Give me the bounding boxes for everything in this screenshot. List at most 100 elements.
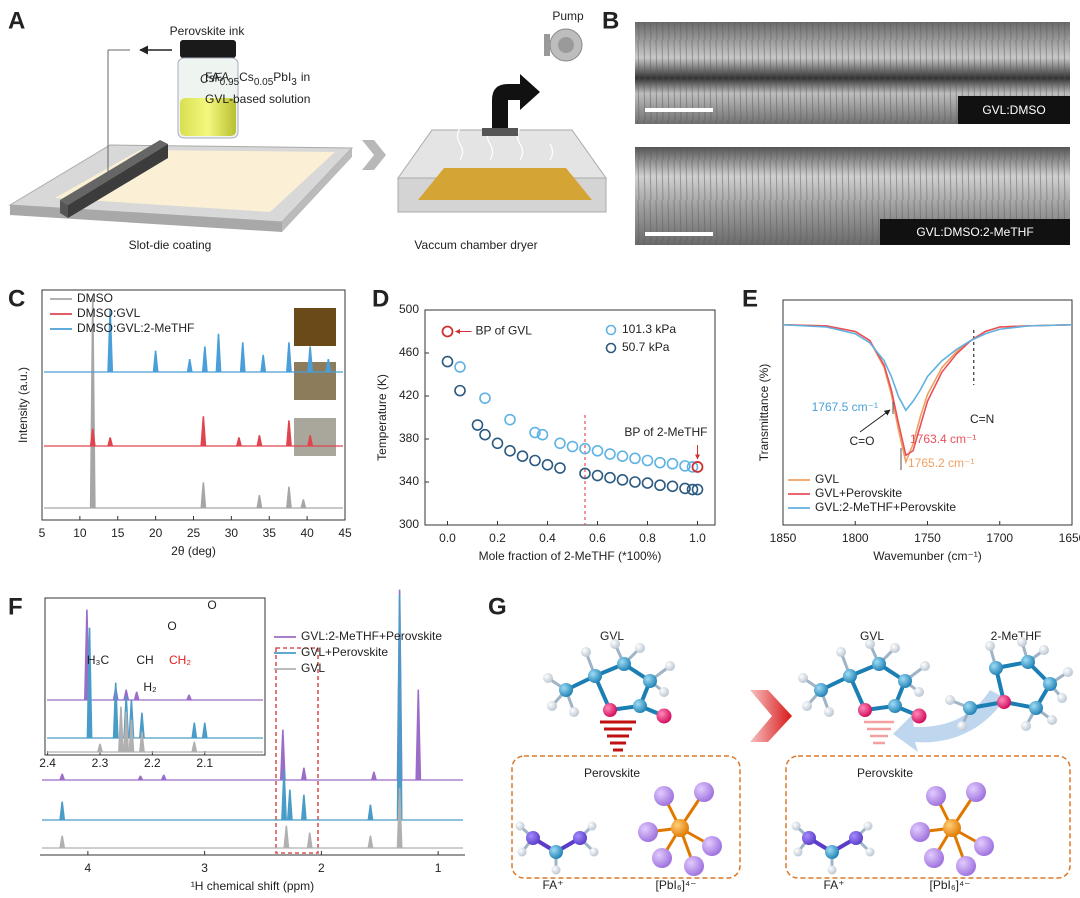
atom <box>589 847 599 857</box>
legend-label: DMSO:GVL <box>77 306 141 320</box>
atom <box>1017 637 1027 647</box>
peak <box>200 482 207 509</box>
peak <box>279 729 286 781</box>
peak <box>186 359 193 373</box>
panel-label: F <box>8 593 23 620</box>
atom <box>603 703 617 717</box>
atom <box>635 643 645 653</box>
sem-label: GVL:DMSO:2-MeTHF <box>916 225 1033 239</box>
series-line <box>782 323 1073 457</box>
legend-label: DMSO <box>77 291 113 305</box>
scale-bar <box>645 108 713 112</box>
atom <box>517 847 527 857</box>
formula-part: in <box>301 70 310 84</box>
ion-label: FA⁺ <box>542 878 563 892</box>
plot-frame <box>424 309 716 526</box>
atom <box>791 821 801 831</box>
point <box>604 471 616 484</box>
atom <box>610 639 620 649</box>
x-tick-label: 2.3 <box>92 756 109 770</box>
molecule-label: 2-MeTHF <box>991 629 1042 643</box>
scale-bar <box>645 232 713 236</box>
legend-label: GVL <box>301 661 325 675</box>
atom <box>1047 715 1057 725</box>
step-label: Vaccum chamber dryer <box>414 238 537 252</box>
peak <box>89 428 96 447</box>
peak <box>152 350 159 373</box>
atom <box>957 721 967 731</box>
pump-label: Pump <box>552 9 584 23</box>
peak <box>118 706 124 753</box>
point <box>471 419 484 431</box>
atom <box>1057 693 1067 703</box>
atom <box>652 848 672 868</box>
peak <box>300 794 307 821</box>
peak <box>160 774 167 781</box>
ink-label: Perovskite ink <box>170 24 246 38</box>
point <box>529 454 541 467</box>
point <box>629 476 641 488</box>
peak <box>281 769 287 821</box>
formula: FA0.95Cs0.05PbI3 in <box>205 70 310 87</box>
solution-label: GVL-based solution <box>205 92 310 106</box>
pump-hub <box>558 37 574 53</box>
point <box>536 428 549 441</box>
interaction-strong <box>600 720 636 752</box>
annotation: 1763.4 cm⁻¹ <box>910 432 976 446</box>
ion-label: FA⁺ <box>823 878 844 892</box>
panel-label: B <box>602 7 619 34</box>
atom <box>911 708 927 724</box>
x-tick-label: 20 <box>149 526 163 540</box>
point <box>566 440 579 453</box>
ion-label: [PbI₆]⁴⁻ <box>929 878 970 892</box>
y-axis-label: Temperature (K) <box>375 374 389 461</box>
point <box>604 448 616 460</box>
slot-die-side <box>68 144 168 218</box>
annotation: C=N <box>970 412 994 426</box>
peak <box>300 499 307 509</box>
point <box>454 361 466 373</box>
x-tick-label: 0.2 <box>489 531 506 545</box>
pipe-arrow <box>492 74 540 128</box>
x-tick-label: 2.1 <box>196 756 213 770</box>
x-tick-label: 45 <box>338 526 352 540</box>
formula-part: Cs <box>239 70 254 84</box>
atom <box>638 822 658 842</box>
peak <box>123 689 130 701</box>
point <box>579 442 591 455</box>
atom <box>865 639 875 649</box>
formula-part: PbI <box>273 70 291 84</box>
annotation-point <box>441 325 454 338</box>
point <box>491 437 504 450</box>
point <box>616 474 629 486</box>
y-axis-label: Intensity (a.u.) <box>16 367 30 443</box>
label-box <box>958 96 1070 124</box>
atom <box>890 643 900 653</box>
x-tick-label: 2.2 <box>144 756 161 770</box>
sem-label: GVL:DMSO <box>982 103 1045 117</box>
atom <box>654 786 674 806</box>
atom <box>617 657 631 671</box>
atom <box>945 695 955 705</box>
atom <box>989 661 1003 675</box>
point <box>686 483 699 496</box>
peak <box>307 435 314 447</box>
atom <box>633 699 647 713</box>
x-tick-label: 5 <box>39 526 46 540</box>
legend-label: 101.3 kPa <box>622 322 676 336</box>
point <box>641 477 654 489</box>
atom <box>802 701 812 711</box>
point <box>504 445 516 457</box>
peak <box>300 767 307 781</box>
legend-label: GVL+Perovskite <box>301 645 388 659</box>
x-tick-label: 25 <box>187 526 201 540</box>
peak <box>139 712 145 739</box>
atom <box>581 647 591 657</box>
atom <box>1039 645 1049 655</box>
annotation-arrow <box>859 409 891 433</box>
peak <box>201 722 208 739</box>
x-tick-label: 1650 <box>1059 531 1080 545</box>
peak <box>371 771 377 781</box>
atom <box>665 661 675 671</box>
peak <box>107 308 114 373</box>
